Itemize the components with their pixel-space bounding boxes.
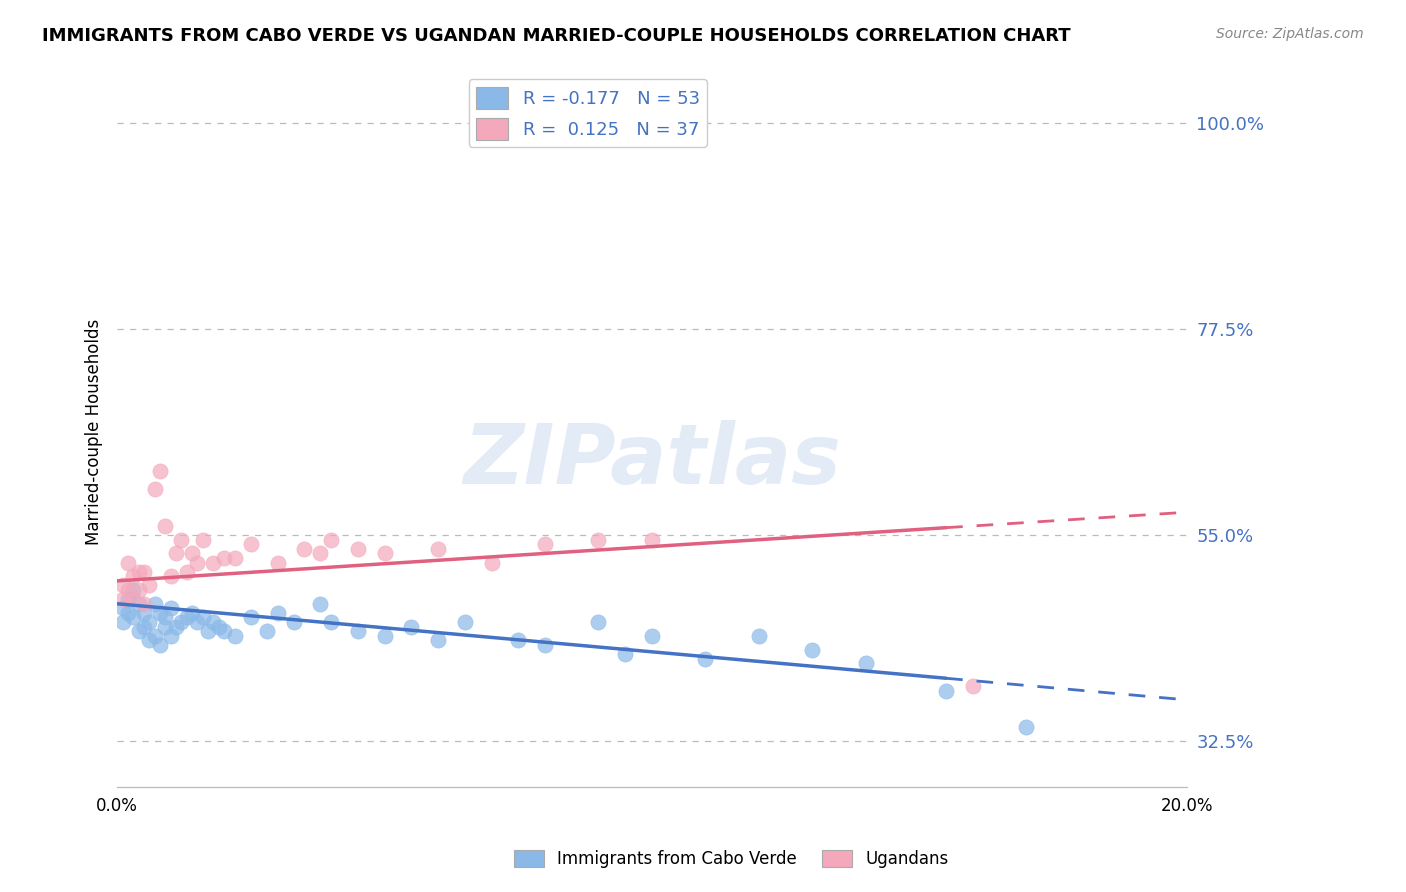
- Point: [165, 546, 187, 560]
- Text: IMMIGRANTS FROM CABO VERDE VS UGANDAN MARRIED-COUPLE HOUSEHOLDS CORRELATION CHAR: IMMIGRANTS FROM CABO VERDE VS UGANDAN MA…: [42, 27, 1071, 45]
- Point: [641, 629, 664, 643]
- Point: [935, 683, 957, 698]
- Point: [186, 615, 208, 629]
- Point: [374, 546, 396, 560]
- Point: [155, 519, 177, 533]
- Point: [212, 551, 235, 566]
- Point: [149, 638, 172, 652]
- Point: [176, 565, 198, 579]
- Text: Source: ZipAtlas.com: Source: ZipAtlas.com: [1216, 27, 1364, 41]
- Point: [748, 629, 770, 643]
- Point: [534, 537, 557, 551]
- Point: [427, 541, 450, 556]
- Point: [181, 606, 204, 620]
- Point: [1015, 720, 1038, 734]
- Point: [588, 615, 610, 629]
- Point: [283, 615, 305, 629]
- Point: [401, 620, 423, 634]
- Point: [159, 601, 181, 615]
- Point: [588, 533, 610, 547]
- Point: [319, 615, 342, 629]
- Point: [111, 592, 134, 607]
- Point: [132, 606, 155, 620]
- Point: [176, 610, 198, 624]
- Point: [132, 565, 155, 579]
- Point: [481, 556, 503, 570]
- Point: [224, 629, 246, 643]
- Point: [256, 624, 278, 639]
- Point: [128, 597, 150, 611]
- Point: [202, 556, 225, 570]
- Point: [117, 556, 139, 570]
- Point: [111, 601, 134, 615]
- Point: [155, 620, 177, 634]
- Point: [170, 533, 193, 547]
- Point: [208, 620, 231, 634]
- Point: [138, 633, 160, 648]
- Point: [191, 533, 214, 547]
- Point: [149, 464, 172, 478]
- Point: [159, 569, 181, 583]
- Point: [181, 546, 204, 560]
- Point: [319, 533, 342, 547]
- Point: [347, 624, 370, 639]
- Point: [266, 556, 288, 570]
- Point: [122, 569, 145, 583]
- Point: [309, 597, 332, 611]
- Y-axis label: Married-couple Households: Married-couple Households: [86, 319, 103, 545]
- Point: [143, 597, 166, 611]
- Point: [197, 624, 219, 639]
- Point: [202, 615, 225, 629]
- Point: [132, 597, 155, 611]
- Point: [224, 551, 246, 566]
- Point: [239, 537, 262, 551]
- Point: [122, 582, 145, 597]
- Point: [212, 624, 235, 639]
- Point: [801, 642, 824, 657]
- Point: [292, 541, 315, 556]
- Point: [111, 578, 134, 592]
- Point: [132, 620, 155, 634]
- Legend: Immigrants from Cabo Verde, Ugandans: Immigrants from Cabo Verde, Ugandans: [508, 843, 955, 875]
- Point: [117, 606, 139, 620]
- Point: [143, 483, 166, 497]
- Point: [309, 546, 332, 560]
- Point: [855, 657, 877, 671]
- Point: [962, 679, 984, 693]
- Point: [138, 615, 160, 629]
- Point: [155, 610, 177, 624]
- Point: [122, 592, 145, 607]
- Point: [138, 578, 160, 592]
- Point: [191, 610, 214, 624]
- Point: [614, 647, 637, 661]
- Point: [111, 615, 134, 629]
- Point: [534, 638, 557, 652]
- Point: [695, 651, 717, 665]
- Point: [508, 633, 530, 648]
- Point: [128, 582, 150, 597]
- Point: [159, 629, 181, 643]
- Point: [149, 606, 172, 620]
- Point: [128, 565, 150, 579]
- Point: [117, 592, 139, 607]
- Point: [266, 606, 288, 620]
- Legend: R = -0.177   N = 53, R =  0.125   N = 37: R = -0.177 N = 53, R = 0.125 N = 37: [468, 79, 707, 147]
- Point: [641, 533, 664, 547]
- Point: [165, 620, 187, 634]
- Point: [239, 610, 262, 624]
- Point: [454, 615, 477, 629]
- Point: [117, 582, 139, 597]
- Text: ZIPatlas: ZIPatlas: [463, 420, 841, 501]
- Point: [170, 615, 193, 629]
- Point: [143, 629, 166, 643]
- Point: [374, 629, 396, 643]
- Point: [427, 633, 450, 648]
- Point: [128, 624, 150, 639]
- Point: [122, 610, 145, 624]
- Point: [186, 556, 208, 570]
- Point: [347, 541, 370, 556]
